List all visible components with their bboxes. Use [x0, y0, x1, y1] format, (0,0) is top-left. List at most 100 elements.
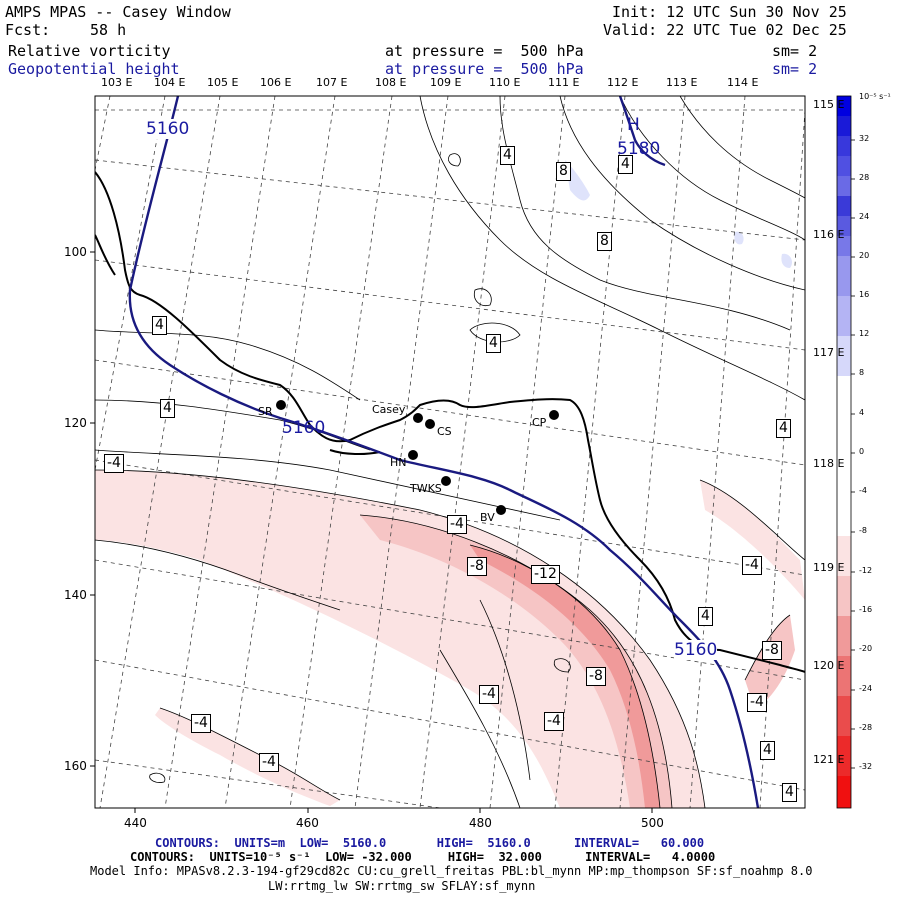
lon-label: 107 E	[316, 76, 348, 89]
station-label-twks: TWKS	[410, 482, 442, 495]
station-markers	[276, 400, 559, 515]
station-label-casey: Casey	[372, 403, 406, 416]
height-contour-label: 5160	[146, 119, 190, 139]
field1-smoothing: sm= 2	[772, 42, 818, 60]
station-marker-twks	[441, 476, 451, 486]
footer-model-info: Model Info: MPASv8.2.3-194-gf29cd82c CU:…	[90, 864, 813, 878]
station-label-cp: CP	[532, 416, 547, 429]
field2-level: at pressure = 500 hPa	[385, 60, 584, 78]
y-tick-label: 120	[64, 416, 87, 430]
station-marker-cs	[425, 419, 435, 429]
lon-label: 113 E	[666, 76, 698, 89]
station-marker-casey	[413, 413, 423, 423]
plot-frame	[94, 95, 806, 809]
y-tick-label: 160	[64, 759, 87, 773]
lon-label: 106 E	[260, 76, 292, 89]
y-tick-label: 140	[64, 588, 87, 602]
vorticity-contour-label: -4	[259, 753, 279, 772]
vorticity-shade-band-sw	[155, 708, 340, 806]
vorticity-contour-label: 8	[556, 162, 571, 181]
x-tick-label: 440	[124, 816, 147, 830]
map-title: AMPS MPAS -- Casey Window	[5, 3, 231, 21]
height-contour-label: 5180	[617, 139, 661, 159]
field2-smoothing: sm= 2	[772, 60, 818, 78]
x-tick-label: 480	[469, 816, 492, 830]
vorticity-contour-label: 4	[782, 783, 797, 802]
footer-model-physics: LW:rrtmg_lw SW:rrtmg_sw SFLAY:sf_mynn	[268, 879, 536, 893]
station-label-hn: HN	[390, 456, 407, 469]
lon-label: 114 E	[727, 76, 759, 89]
colorbar-tick-label: -24	[859, 684, 873, 693]
station-label-sr: SR	[258, 405, 273, 418]
colorbar-tick-label: 16	[859, 290, 870, 299]
vorticity-shade-pos3	[781, 253, 793, 268]
vorticity-contour-label: 4	[152, 316, 167, 335]
station-label-bv: BV	[480, 511, 495, 524]
station-marker-cp	[549, 410, 559, 420]
vorticity-contour-label: -8	[762, 641, 782, 660]
colorbar-tick-label: -4	[859, 486, 867, 495]
colorbar-tick-label: 0	[859, 447, 865, 456]
axis-ticks	[90, 251, 653, 813]
vorticity-shade-neg12	[470, 545, 660, 808]
field2-name: Geopotential height	[8, 60, 180, 78]
right-lon-label: 115 E	[813, 98, 845, 111]
vorticity-contour-label: -4	[191, 714, 211, 733]
colorbar-tick-label: -16	[859, 605, 873, 614]
vorticity-contour-label: -8	[467, 557, 487, 576]
height-contour-label: 5160	[674, 640, 718, 660]
station-marker-bv	[496, 505, 506, 515]
lon-label: 110 E	[489, 76, 521, 89]
height-contour-label: 5160	[282, 418, 326, 438]
right-lon-label: 120 E	[813, 659, 845, 672]
vorticity-contour-label: -4	[447, 515, 467, 534]
init-time: Init: 12 UTC Sun 30 Nov 25	[612, 3, 847, 21]
colorbar-tick-label: 20	[859, 251, 870, 260]
x-tick-label: 500	[641, 816, 664, 830]
lon-label: 112 E	[607, 76, 639, 89]
field1-name: Relative vorticity	[8, 42, 171, 60]
vorticity-shade-pos	[565, 160, 590, 201]
footer-height-contours: CONTOURS: UNITS=m LOW= 5160.0 HIGH= 5160…	[155, 836, 705, 850]
vorticity-contour-label: 4	[160, 399, 175, 418]
vorticity-contour-label: 4	[760, 741, 775, 760]
right-lon-label: 119 E	[813, 561, 845, 574]
vorticity-contour-label: 4	[698, 607, 713, 626]
vorticity-contour-label: -4	[544, 712, 564, 731]
lon-label: 109 E	[430, 76, 462, 89]
lon-label: 104 E	[154, 76, 186, 89]
right-lon-label: 117 E	[813, 346, 845, 359]
colorbar-tick-label: 12	[859, 329, 870, 338]
vorticity-shade-east2	[700, 480, 805, 600]
vorticity-contour-label: 8	[597, 232, 612, 251]
vorticity-contour-label: -8	[586, 667, 606, 686]
colorbar-unit: 10⁻⁵ s⁻¹	[859, 92, 891, 101]
station-label-cs: CS	[437, 425, 452, 438]
vorticity-contour-label: 4	[486, 334, 501, 353]
lon-label: 105 E	[207, 76, 239, 89]
vorticity-contours	[95, 96, 805, 808]
valid-time: Valid: 22 UTC Tue 02 Dec 25	[603, 21, 847, 39]
vorticity-contour-label: -4	[747, 693, 767, 712]
x-tick-label: 460	[296, 816, 319, 830]
vorticity-contour-label: -4	[104, 454, 124, 473]
vorticity-contour-label: 4	[618, 155, 633, 174]
colorbar-tick-label: 28	[859, 173, 870, 182]
colorbar-tick-label: -32	[859, 762, 873, 771]
forecast-hour: 58 h	[90, 21, 127, 39]
vorticity-contour-label: -12	[531, 565, 560, 584]
station-marker-sr	[276, 400, 286, 410]
colorbar-tick-label: 4	[859, 408, 865, 417]
field1-level: at pressure = 500 hPa	[385, 42, 584, 60]
right-lon-label: 121 E	[813, 753, 845, 766]
high-center-label: H	[627, 115, 640, 135]
map-plot-area	[95, 96, 805, 808]
right-lon-label: 118 E	[813, 457, 845, 470]
lon-label: 103 E	[101, 76, 133, 89]
graticule	[95, 96, 805, 808]
right-lon-label: 116 E	[813, 228, 845, 241]
colorbar-tick-label: -28	[859, 723, 873, 732]
lon-label: 108 E	[375, 76, 407, 89]
vorticity-contour-label: 4	[500, 146, 515, 165]
